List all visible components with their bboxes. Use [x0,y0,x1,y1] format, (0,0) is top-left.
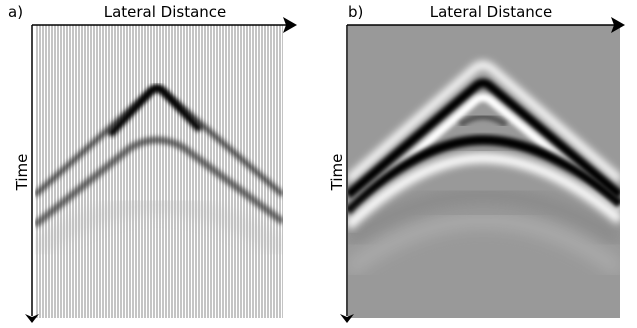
panel-a: a) Lateral Distance Time [8,3,297,323]
panel-label: a) [8,3,23,21]
y-axis-label: Time [328,154,346,192]
y-axis-label: Time [13,154,31,192]
x-axis-label: Lateral Distance [104,3,227,21]
panel-b: b) Lateral Distance Time [328,3,625,323]
x-axis-label: Lateral Distance [430,3,553,21]
image [348,25,620,318]
panel-label: b) [348,3,363,21]
wiggle-image [35,25,283,318]
